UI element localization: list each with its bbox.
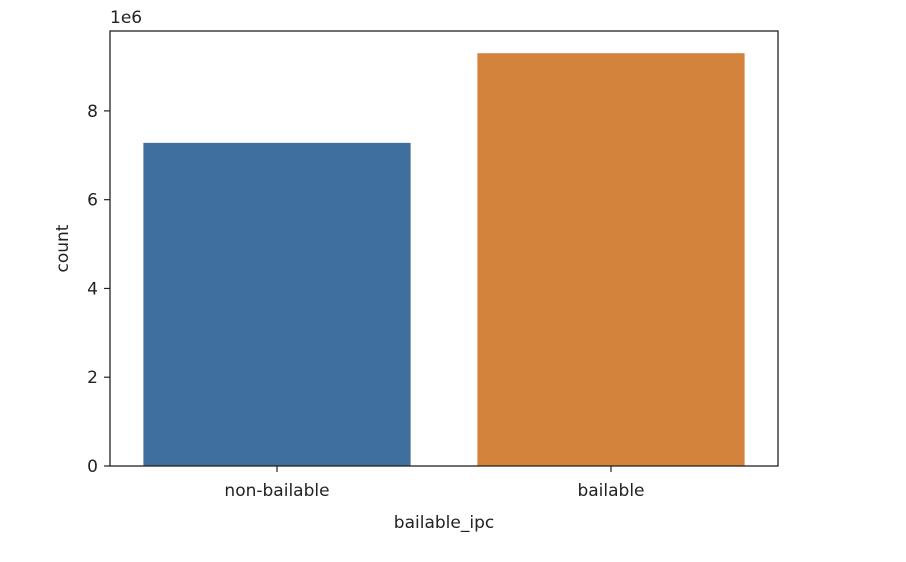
y-axis-offset-label: 1e6 xyxy=(110,8,142,28)
y-tick-label: 2 xyxy=(87,368,98,388)
y-ticks-layer: 0 2 4 6 8 xyxy=(87,102,110,477)
x-tick-label: non-bailable xyxy=(224,481,329,501)
bar-non-bailable xyxy=(143,142,411,466)
y-axis-label: count xyxy=(53,224,73,272)
bar-bailable xyxy=(477,53,745,466)
y-tick-label: 8 xyxy=(87,102,98,122)
plot-frame xyxy=(109,30,779,467)
x-ticks-layer: non-bailable bailable xyxy=(224,466,645,501)
y-tick-label: 0 xyxy=(87,457,98,477)
x-tick-label: bailable xyxy=(577,481,644,501)
bars-layer xyxy=(143,53,745,466)
x-axis-label: bailable_ipc xyxy=(394,513,494,533)
y-tick-label: 6 xyxy=(87,191,98,211)
y-tick-label: 4 xyxy=(87,279,98,299)
